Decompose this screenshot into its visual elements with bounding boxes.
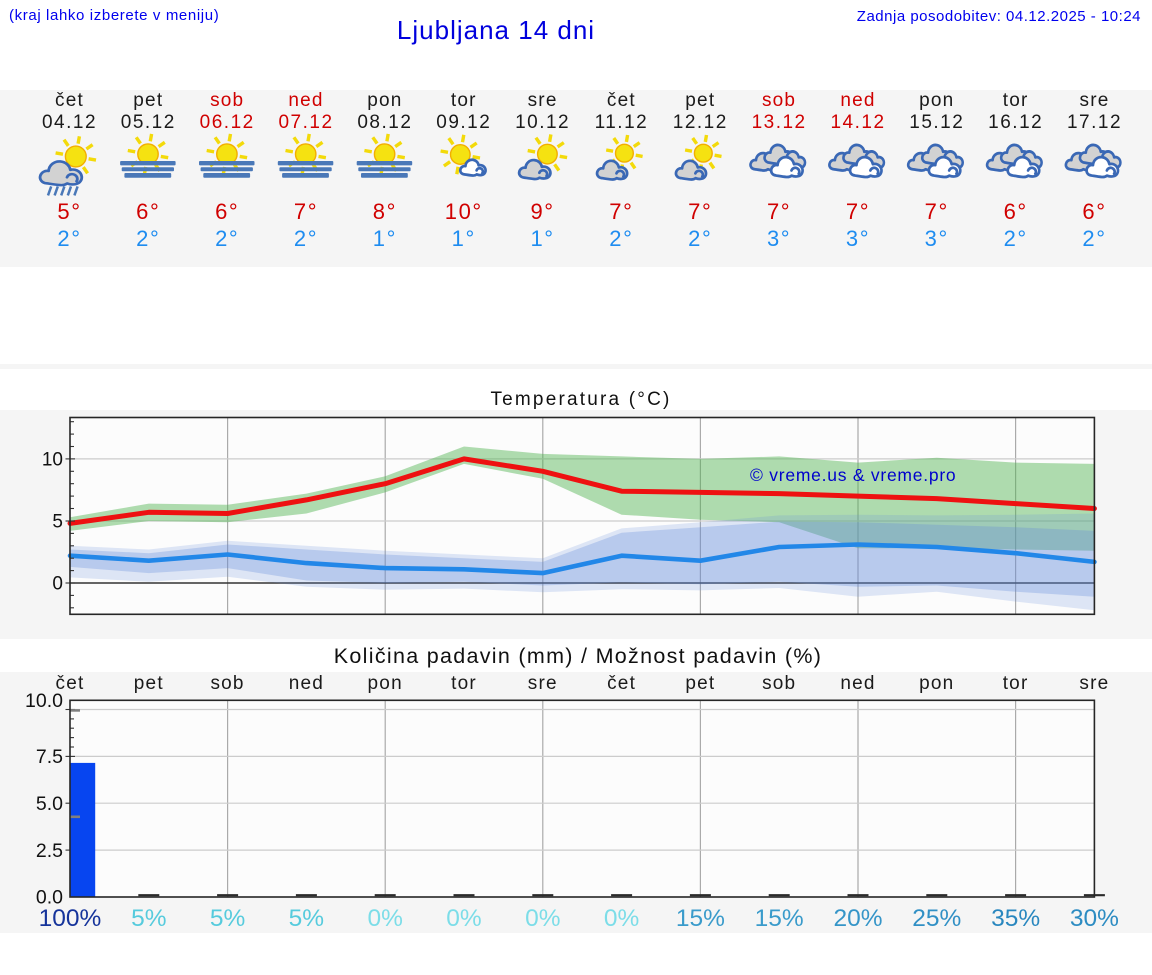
svg-text:10.0: 10.0 — [25, 690, 63, 712]
svg-text:10: 10 — [42, 449, 63, 470]
svg-text:0.0: 0.0 — [36, 887, 63, 909]
svg-text:0: 0 — [52, 574, 63, 595]
svg-text:© vreme.us & vreme.pro: © vreme.us & vreme.pro — [750, 465, 956, 485]
svg-text:7.5: 7.5 — [36, 746, 63, 768]
svg-text:5.0: 5.0 — [36, 793, 63, 815]
svg-text:2.5: 2.5 — [36, 840, 63, 862]
svg-text:5: 5 — [52, 512, 63, 533]
